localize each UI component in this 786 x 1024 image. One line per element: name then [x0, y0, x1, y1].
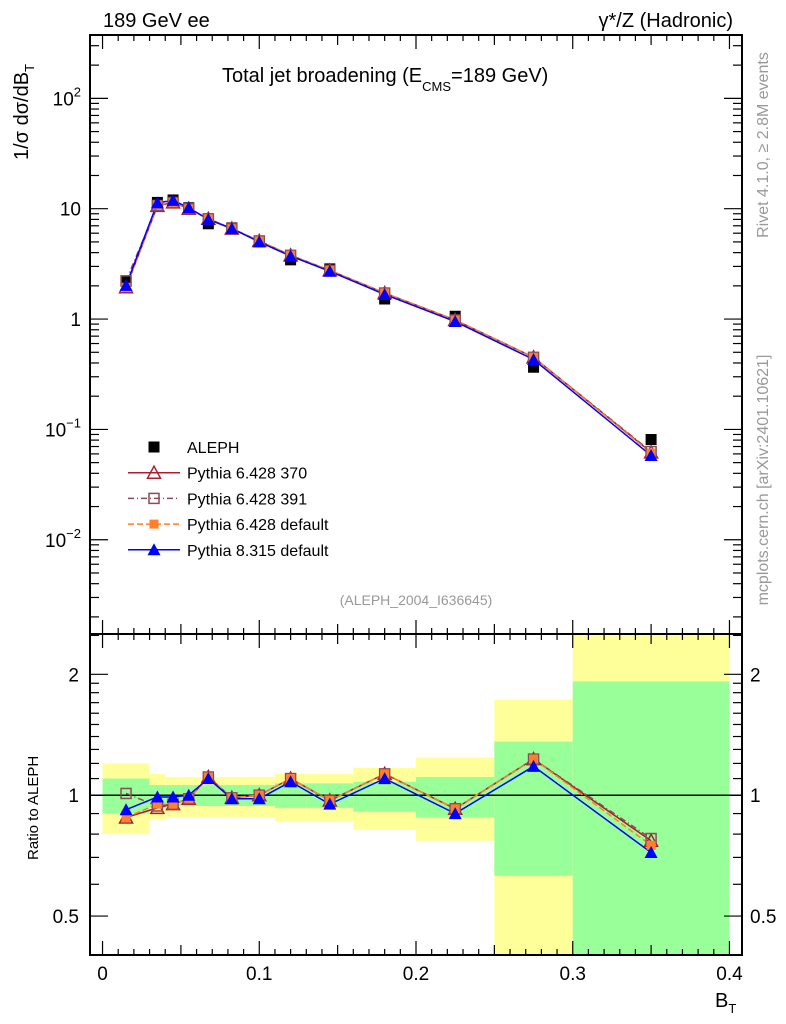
x-tick-label: 0.1	[246, 964, 272, 985]
ratio-point-2	[529, 754, 539, 764]
legend-marker-2	[149, 519, 159, 529]
series-point-3	[527, 353, 541, 366]
legend-marker-1	[148, 492, 160, 505]
series-point-3	[119, 278, 133, 291]
ratio-bands	[90, 634, 742, 955]
series-point-3	[448, 315, 462, 328]
x-tick-label: 0	[97, 964, 108, 985]
y-tick-label: 10−1	[45, 415, 81, 441]
aleph-data-point	[645, 434, 657, 446]
ratio-point-3	[644, 845, 658, 858]
y-tick-exponent: 2	[74, 84, 81, 99]
series-point-3	[284, 249, 298, 262]
y-tick-exponent: −2	[66, 526, 81, 541]
y-tick-base: 10	[60, 200, 81, 221]
mcplots-credit: mcplots.cern.ch [arXiv:2401.10621]	[755, 355, 772, 606]
ratio-tick-label-left: 0.5	[53, 907, 79, 928]
header-right: γ*/Z (Hadronic)	[599, 10, 733, 32]
header-left: 189 GeV ee	[103, 10, 210, 32]
legend-label-2: Pythia 6.428 default	[187, 517, 329, 534]
series-point-3	[225, 222, 239, 235]
ratio-frame	[89, 633, 743, 956]
y-tick-label: 102	[53, 84, 81, 110]
legend-label-1: Pythia 6.428 391	[187, 491, 307, 508]
series-point-3	[150, 196, 164, 209]
y-tick-base: 1	[70, 310, 81, 331]
series-point-3	[166, 193, 180, 206]
series-point-3	[644, 449, 658, 462]
ratio-tick-label-right: 2	[750, 665, 761, 686]
stat-uncertainty-band	[353, 781, 416, 812]
ratio-point-3	[182, 788, 196, 801]
ratio-point-3	[448, 807, 462, 820]
legend-marker-3	[147, 543, 161, 556]
ratio-point-3	[378, 772, 392, 785]
ratio-point-3	[119, 803, 133, 816]
y-tick-label: 1	[70, 310, 81, 331]
ratio-point-3	[252, 792, 266, 805]
ratio-point-3	[225, 792, 239, 805]
y-tick-base: 10	[53, 89, 74, 110]
stat-uncertainty-band	[572, 681, 730, 955]
legend-label-0: Pythia 6.428 370	[187, 466, 307, 483]
series-point-3	[252, 235, 266, 248]
ratio-point-3	[323, 797, 337, 810]
legend: ALEPH Pythia 6.428 370 Pythia 6.428 391 Pyt…	[128, 440, 329, 560]
ratio-tick-label-left: 1	[68, 786, 79, 807]
y-tick-base: 10	[45, 420, 66, 441]
ratio-point-2	[646, 840, 656, 850]
y-tick-label: 10	[60, 200, 81, 221]
ratio-tick-label-right: 0.5	[750, 907, 776, 928]
series-line-3	[125, 199, 652, 457]
series-point-3	[182, 201, 196, 214]
series-point-3	[378, 287, 392, 300]
ratio-tick-label-left: 2	[68, 665, 79, 686]
ratio-point-2	[152, 799, 162, 809]
legend-marker-aleph	[148, 441, 160, 453]
plot-title: Total jet broadening (ECMS=189 GeV)	[222, 65, 548, 94]
y-tick-exponent: −1	[66, 415, 81, 430]
series-point-3	[201, 212, 215, 225]
legend-label-aleph: ALEPH	[187, 440, 239, 457]
y-tick-label: 10−2	[45, 526, 81, 552]
x-tick-label: 0.4	[716, 964, 743, 985]
ratio-point-3	[201, 772, 215, 785]
x-tick-label: 0.2	[403, 964, 429, 985]
series-point-3	[323, 264, 337, 277]
y-axis-label: 1/σ dσ/dBT	[11, 64, 37, 160]
ratio-y-axis-label: Ratio to ALEPH	[25, 756, 42, 860]
rivet-version: Rivet 4.1.0, ≥ 2.8M events	[755, 52, 772, 238]
series-line-0	[125, 201, 652, 453]
ratio-point-1	[120, 787, 132, 800]
legend-label-3: Pythia 8.315 default	[187, 543, 329, 560]
ratio-point-3	[527, 759, 541, 772]
ratio-point-2	[168, 799, 178, 809]
aleph-data-point	[528, 361, 540, 373]
ratio-point-3	[150, 790, 164, 803]
series-line-1	[125, 201, 652, 453]
ratio-point-3	[166, 790, 180, 803]
series-markers	[118, 193, 659, 858]
x-tick-label: 0.3	[560, 964, 586, 985]
x-axis-label: BT	[715, 990, 736, 1016]
ratio-point-3	[284, 775, 298, 788]
analysis-id: (ALEPH_2004_I636645)	[340, 592, 493, 608]
y-tick-base: 10	[45, 531, 66, 552]
legend-marker-0	[146, 464, 162, 479]
ratio-tick-label-right: 1	[750, 786, 761, 807]
ratio-point-2	[121, 812, 131, 822]
series-line-2	[125, 201, 652, 454]
